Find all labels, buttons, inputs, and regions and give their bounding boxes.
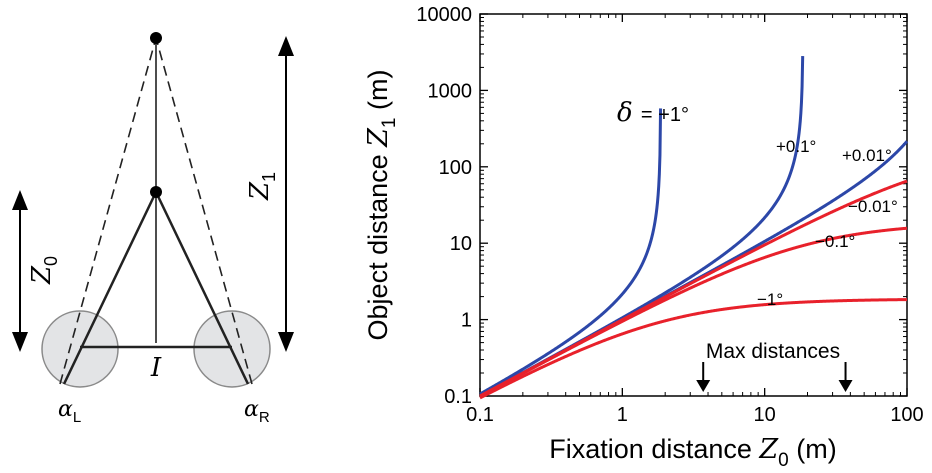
series-label: −1° — [757, 290, 783, 309]
y-tick-label: 0.1 — [444, 386, 472, 408]
delta-symbol: δ — [617, 98, 641, 128]
series-label: −0.1° — [815, 232, 855, 251]
curves — [480, 56, 907, 398]
plot-area — [480, 14, 907, 396]
alpha-left-label: αL — [58, 397, 81, 426]
y-tick-label: 100 — [439, 157, 472, 179]
alpha-right-label: αR — [244, 397, 270, 426]
object-point — [150, 32, 162, 44]
curve-delta-minus0p1 — [480, 228, 907, 396]
geometry-diagram: Z0 Z1 I αL αR — [20, 32, 286, 426]
delta-value: = +1° — [641, 104, 689, 126]
series-label: −0.01° — [848, 197, 898, 216]
series-label: +0.1° — [776, 137, 816, 156]
max-distance-arrow-head — [696, 380, 710, 392]
max-distances-label: Max distances — [706, 340, 840, 363]
series-label: +0.01° — [842, 146, 892, 165]
y-axis-label: Object distance Z1 (m) — [363, 70, 400, 341]
interocular-label: I — [150, 353, 162, 383]
x-axis-label: Fixation distance Z0 (m) — [549, 434, 836, 471]
z0-label: Z0 — [27, 256, 61, 285]
x-tick-label: 100 — [890, 404, 923, 426]
z1-label: Z1 — [245, 172, 279, 201]
y-tick-label: 10 — [450, 233, 472, 255]
y-tick-label: 10000 — [416, 4, 472, 26]
curve-delta-1 — [480, 108, 661, 394]
annotation: Max distances — [696, 340, 852, 392]
fixation-point — [150, 186, 162, 198]
x-tick-label: 10 — [754, 404, 776, 426]
series-label: δ = +1° — [617, 98, 689, 128]
x-tick-label: 1 — [617, 404, 628, 426]
y-tick-label: 1000 — [428, 80, 473, 102]
max-distance-arrow-head — [839, 380, 853, 392]
y-tick-label: 1 — [461, 310, 472, 332]
